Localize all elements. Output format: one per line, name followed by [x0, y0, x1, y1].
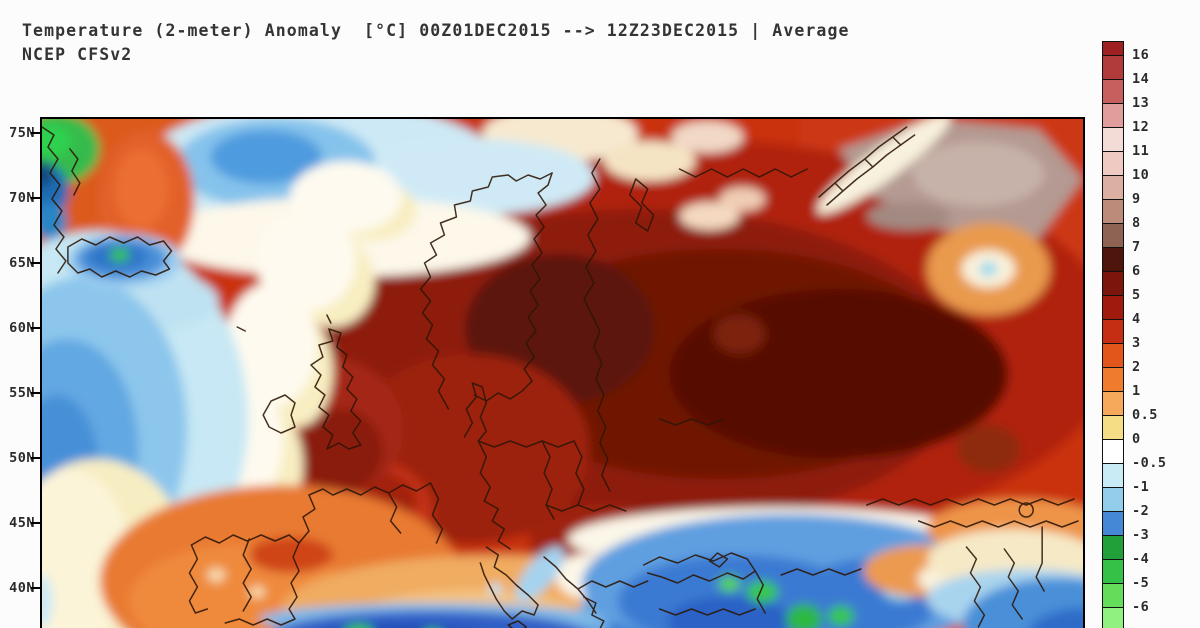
colorbar-label: 2: [1132, 359, 1141, 375]
colorbar-label: 3: [1132, 335, 1141, 351]
colorbar-label: 4: [1132, 311, 1141, 327]
colorbar-cell: [1103, 440, 1123, 464]
colorbar-label: -0.5: [1132, 455, 1167, 471]
colorbar-label: 10: [1132, 167, 1150, 183]
colorbar-cell: [1103, 104, 1123, 128]
colorbar-cell: [1103, 224, 1123, 248]
y-axis-tick: [31, 327, 40, 329]
colorbar-cell: [1103, 248, 1123, 272]
colorbar-cell: [1103, 176, 1123, 200]
colorbar-cell: [1103, 152, 1123, 176]
y-axis-tick: [31, 262, 40, 264]
colorbar-label: 8: [1132, 215, 1141, 231]
colorbar-cell: [1103, 80, 1123, 104]
colorbar-label: -4: [1132, 551, 1150, 567]
colorbar-label: 11: [1132, 143, 1150, 159]
colorbar-cell: [1103, 608, 1123, 628]
y-axis-tick: [31, 587, 40, 589]
y-axis-label: 75N: [9, 125, 35, 141]
colorbar-label: 7: [1132, 239, 1141, 255]
coastlines-layer: [42, 126, 1079, 628]
colorbar-cell: [1103, 464, 1123, 488]
colorbar-label: 1: [1132, 383, 1141, 399]
colorbar: [1102, 41, 1124, 628]
y-axis-label: 70N: [9, 190, 35, 206]
y-axis-tick: [31, 132, 40, 134]
colorbar-cell: [1103, 512, 1123, 536]
colorbar-label: 6: [1132, 263, 1141, 279]
anomaly-field-layer: [42, 119, 1083, 628]
colorbar-cell: [1103, 272, 1123, 296]
colorbar-cell: [1103, 320, 1123, 344]
colorbar-label: -5: [1132, 575, 1150, 591]
y-axis-tick: [31, 522, 40, 524]
anomaly-map-svg: [42, 119, 1083, 628]
map-frame: [40, 117, 1085, 628]
colorbar-label: 0.5: [1132, 407, 1158, 423]
colorbar-cell: [1103, 200, 1123, 224]
y-axis-label: 50N: [9, 450, 35, 466]
y-axis-label: 45N: [9, 515, 35, 531]
y-axis-label: 55N: [9, 385, 35, 401]
colorbar-label: 13: [1132, 95, 1150, 111]
y-axis-label: 40N: [9, 580, 35, 596]
colorbar-cell: [1103, 392, 1123, 416]
colorbar-label: 9: [1132, 191, 1141, 207]
colorbar-label: 16: [1132, 47, 1150, 63]
colorbar-cell: [1103, 560, 1123, 584]
y-axis-tick: [31, 392, 40, 394]
colorbar-label: -6: [1132, 599, 1150, 615]
colorbar-label: 5: [1132, 287, 1141, 303]
colorbar-cell: [1103, 416, 1123, 440]
y-axis-tick: [31, 457, 40, 459]
colorbar-cell: [1103, 296, 1123, 320]
model-label: NCEP CFSv2: [22, 45, 133, 64]
colorbar-cell: [1103, 536, 1123, 560]
colorbar-label: -2: [1132, 503, 1150, 519]
colorbar-label: 12: [1132, 119, 1150, 135]
colorbar-label: -3: [1132, 527, 1150, 543]
y-axis-label: 60N: [9, 320, 35, 336]
colorbar-cell: [1103, 584, 1123, 608]
colorbar-cell: [1103, 368, 1123, 392]
colorbar-label: 14: [1132, 71, 1150, 87]
colorbar-cell: [1103, 42, 1123, 56]
colorbar-cell: [1103, 488, 1123, 512]
y-axis-tick: [31, 197, 40, 199]
page-title: Temperature (2-meter) Anomaly [°C] 00Z01…: [22, 21, 850, 40]
y-axis-label: 65N: [9, 255, 35, 271]
colorbar-cell: [1103, 56, 1123, 80]
colorbar-label: 0: [1132, 431, 1141, 447]
colorbar-cell: [1103, 344, 1123, 368]
colorbar-cell: [1103, 128, 1123, 152]
colorbar-label: -1: [1132, 479, 1150, 495]
